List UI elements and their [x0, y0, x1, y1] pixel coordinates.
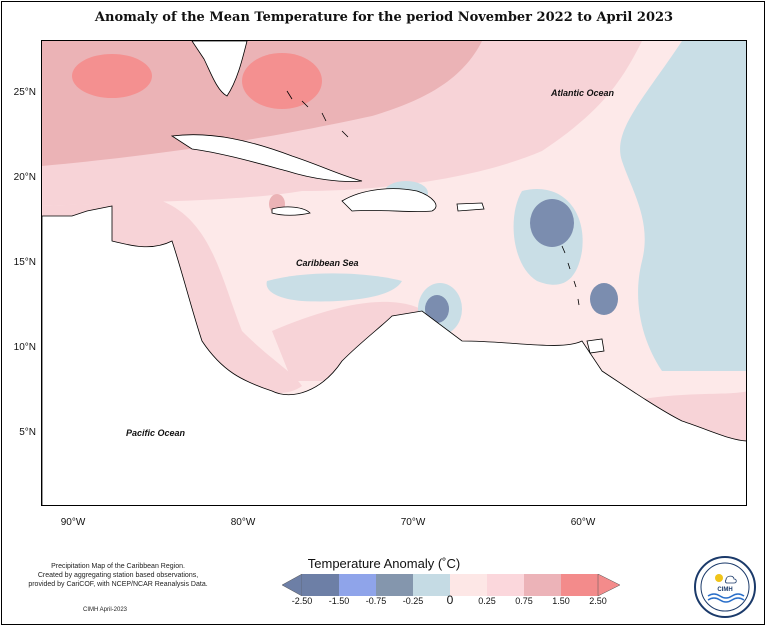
lon-label-60w: 60°W — [570, 517, 596, 528]
land-puerto-rico — [456, 202, 485, 212]
legend-tick-7: 0.75 — [515, 596, 533, 606]
legend-bin-1 — [302, 574, 339, 596]
map-panel — [41, 40, 747, 506]
cloud-icon — [724, 575, 737, 584]
lon-label-80w: 80°W — [230, 517, 256, 528]
island-chain — [561, 245, 580, 306]
legend-tick-2: -1.50 — [328, 596, 350, 606]
legend-tick-9: 2.50 — [589, 596, 607, 606]
lat-label-10n: 10°N — [13, 342, 36, 353]
lon-label-90w: 90°W — [60, 517, 86, 528]
strong-cool-abc — [425, 295, 449, 323]
logo-text: CIMH — [717, 587, 732, 593]
cool-region-caribbean — [266, 273, 402, 302]
legend-colorbar — [282, 574, 621, 596]
cool-region-atlantic — [620, 41, 746, 371]
source-note: Precipitation Map of the Caribbean Regio… — [8, 562, 228, 589]
cimh-logo: CIMH — [694, 556, 756, 618]
wave-icon — [707, 593, 745, 599]
lon-label-70w: 70°W — [400, 517, 426, 528]
legend-tick-6: 0.25 — [478, 596, 496, 606]
land-cuba — [170, 134, 363, 182]
strong-cool-leewards — [530, 199, 574, 247]
label-caribbean-sea: Caribbean Sea — [296, 258, 359, 268]
anomaly-map — [42, 41, 746, 505]
legend-bin-6 — [487, 574, 524, 596]
legend-bin-5 — [450, 574, 487, 596]
lat-label-20n: 20°N — [13, 172, 36, 183]
note-line-2: Created by aggregating station based obs… — [37, 572, 199, 579]
legend-bin-8 — [561, 574, 598, 596]
hot-spot-west — [72, 54, 152, 98]
legend-tick-1: -2.50 — [291, 596, 313, 606]
land-trinidad — [586, 338, 605, 354]
land-central-south-america — [42, 205, 746, 505]
strong-cool-barbados — [590, 283, 618, 315]
legend-bin-4 — [413, 574, 450, 596]
sun-icon — [715, 574, 723, 582]
lat-label-15n: 15°N — [13, 257, 36, 268]
bahamas-islands — [286, 90, 349, 138]
legend-arrow-high — [597, 574, 621, 596]
label-atlantic-ocean: Atlantic Ocean — [551, 88, 615, 98]
legend-tick-5: 0 — [446, 593, 454, 607]
cimh-logo-graphic: CIMH — [700, 562, 750, 612]
label-pacific-ocean: Pacific Ocean — [126, 428, 186, 438]
landmasses — [42, 41, 746, 505]
note-line-3: provided by CariCOF, with NCEP/NCAR Rean… — [28, 581, 208, 588]
lat-label-25n: 25°N — [13, 87, 36, 98]
land-jamaica — [271, 206, 311, 216]
legend-arrow-low — [282, 574, 303, 596]
legend-tick-4: -0.25 — [402, 596, 424, 606]
legend-bin-3 — [376, 574, 413, 596]
legend-tick-8: 1.50 — [552, 596, 570, 606]
lat-label-5n: 5°N — [19, 427, 36, 438]
map-title: Anomaly of the Mean Temperature for the … — [94, 10, 674, 25]
land-florida — [191, 41, 248, 97]
hot-spot-bahamas — [242, 53, 322, 109]
credit-note: CIMH April-2023 — [82, 607, 127, 613]
legend-bin-2 — [339, 574, 376, 596]
legend-bin-7 — [524, 574, 561, 596]
lesser-antilles — [286, 90, 580, 306]
wave-icon-2 — [707, 597, 745, 603]
logo-inner-ring — [700, 562, 750, 612]
legend-title: Temperature Anomaly (˚C) — [307, 556, 461, 571]
land-hispaniola — [341, 188, 437, 212]
note-line-1: Precipitation Map of the Caribbean Regio… — [51, 563, 185, 570]
legend-tick-3: -0.75 — [365, 596, 387, 606]
